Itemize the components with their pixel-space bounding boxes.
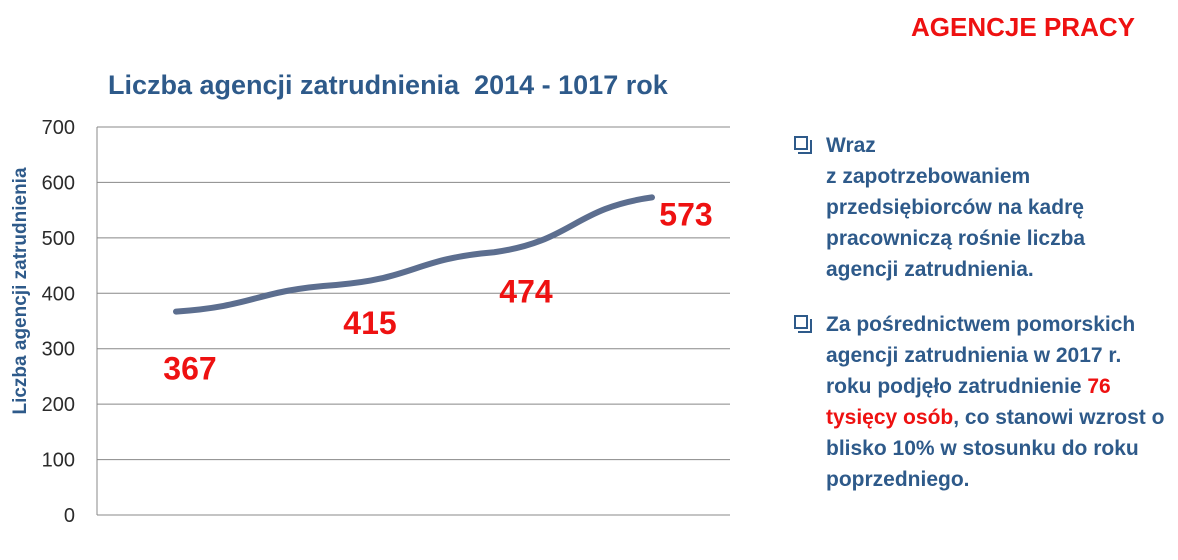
bullet-2-text: Za pośrednictwem pomorskich agencji zatr… — [826, 313, 1136, 398]
data-label: 367 — [163, 351, 216, 387]
bullet-1-line: przedsiębiorców na kadrę — [826, 196, 1084, 219]
y-tick-label: 100 — [42, 450, 75, 472]
y-tick-label: 400 — [42, 283, 75, 305]
data-label: 474 — [499, 273, 553, 309]
y-tick-label: 700 — [42, 117, 75, 139]
y-tick-label: 0 — [64, 505, 75, 527]
bullet-1-line: agencji zatrudnienia. — [826, 258, 1034, 281]
checkbox-bullet-shadow — [798, 319, 812, 333]
y-tick-label: 200 — [42, 394, 75, 416]
bullet-1-line: z zapotrzebowaniem — [826, 165, 1031, 188]
checkbox-bullet-icon — [794, 315, 808, 329]
y-tick-label: 600 — [42, 172, 75, 194]
data-label: 415 — [343, 305, 396, 341]
bullet-item-2: Za pośrednictwem pomorskich agencji zatr… — [790, 309, 1170, 495]
series-line — [173, 194, 655, 315]
chart-title: Liczba agencji zatrudnienia 2014 - 1017 … — [108, 70, 668, 100]
bullet-list: Wraz z zapotrzebowaniem przedsiębiorców … — [790, 130, 1170, 495]
data-label: 573 — [659, 196, 712, 232]
y-tick-label: 500 — [42, 228, 75, 250]
bullet-1-first-line: Wraz — [826, 134, 876, 157]
page-header-title: AGENCJE PRACY — [911, 12, 1135, 42]
checkbox-bullet-shadow — [798, 140, 812, 154]
bullet-1-line: pracowniczą rośnie liczba — [826, 227, 1086, 250]
y-axis-label: Liczba agencji zatrudnienia — [10, 167, 31, 414]
bullet-2-highlight: 76 tysięcy osób — [826, 375, 1111, 429]
bullet-2-text-end: , co stanowi wzrost o blisko 10% w stosu… — [826, 406, 1165, 491]
bullet-item-1: Wraz z zapotrzebowaniem przedsiębiorców … — [790, 130, 1170, 285]
checkbox-bullet-icon — [794, 136, 808, 150]
line-chart: 0 100 200 300 400 500 600 700 Liczba agencji zat… — [10, 117, 730, 527]
y-tick-label: 300 — [42, 339, 75, 361]
